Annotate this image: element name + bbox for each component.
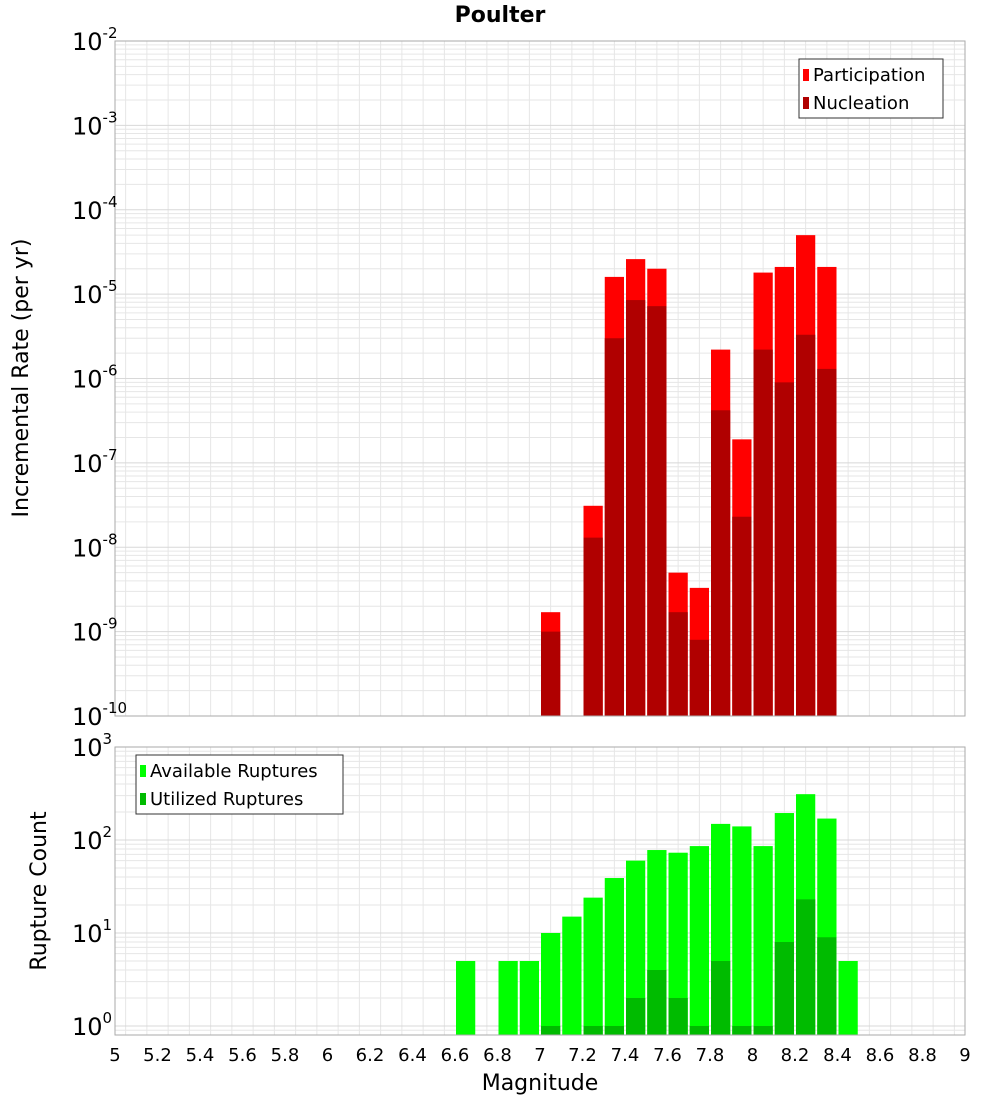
x-tick-label: 5.4	[186, 1045, 215, 1066]
x-tick-label: 5.2	[143, 1045, 172, 1066]
legend-label: Nucleation	[813, 93, 909, 114]
x-axis-ticks: 5 5.2 5.4 5.6 5.8 6 6.2 6.4 6.6 6.8 7 7.2 7.4 7.6 7.8 8…	[109, 1045, 970, 1066]
top-bar-nucleation	[774, 382, 794, 716]
bottom-bar-utilized-ruptures	[796, 899, 816, 1035]
top-bar-nucleation	[711, 410, 731, 716]
y-tick-label: 10-9	[72, 615, 118, 647]
legend-label: Participation	[813, 65, 925, 86]
y-tick-label: 10-10	[72, 699, 127, 731]
y-tick-label: 103	[72, 730, 112, 762]
bottom-bar-utilized-ruptures	[668, 997, 688, 1035]
top-plot-bars	[541, 235, 837, 716]
bottom-bar-utilized-ruptures	[753, 1025, 773, 1035]
bottom-bar-utilized-ruptures	[541, 1025, 561, 1035]
bottom-bar-available-ruptures	[583, 897, 603, 1035]
y-tick-label: 10-2	[72, 24, 118, 56]
y-tick-label: 10-4	[72, 193, 118, 225]
top-bar-nucleation	[541, 631, 561, 716]
y-tick-label: 10-6	[72, 362, 118, 394]
bottom-bar-available-ruptures	[519, 960, 539, 1035]
top-legend: Participation Nucleation	[798, 58, 944, 119]
y-tick-label: 10-5	[72, 277, 118, 309]
legend-label: Available Ruptures	[150, 761, 318, 782]
top-bar-nucleation	[626, 300, 646, 716]
top-plot-grid	[115, 41, 965, 717]
y-tick-label: 10-7	[72, 446, 118, 478]
bottom-bar-utilized-ruptures	[583, 1025, 603, 1035]
bottom-plot-frame	[114, 746, 966, 1036]
top-bar-nucleation	[689, 639, 709, 716]
x-tick-label: 8.2	[781, 1045, 810, 1066]
legend-box	[798, 58, 944, 119]
x-tick-label: 9	[959, 1045, 970, 1066]
bottom-bar-utilized-ruptures	[604, 1025, 624, 1035]
y-tick-label: 101	[72, 916, 112, 948]
bottom-y-axis-label: Rupture Count	[27, 811, 52, 971]
legend-box	[135, 754, 344, 815]
bottom-plot-y-ticks: 100 101 102 103	[72, 730, 112, 1041]
y-tick-label: 102	[72, 823, 112, 855]
legend-swatch	[803, 97, 809, 109]
x-tick-label: 6.8	[483, 1045, 512, 1066]
bottom-bar-available-ruptures	[604, 878, 624, 1035]
x-tick-label: 8	[747, 1045, 758, 1066]
y-tick-label: 10-8	[72, 530, 118, 562]
bottom-bar-utilized-ruptures	[689, 1025, 709, 1035]
x-tick-label: 7.4	[611, 1045, 640, 1066]
top-bar-nucleation	[583, 537, 603, 716]
y-tick-label: 100	[72, 1009, 112, 1041]
x-tick-label: 7	[534, 1045, 545, 1066]
top-bar-nucleation	[604, 338, 624, 716]
top-plot-frame	[114, 40, 966, 717]
bottom-legend: Available Ruptures Utilized Ruptures	[135, 754, 344, 815]
top-bar-nucleation	[647, 306, 667, 716]
bottom-bar-available-ruptures	[498, 960, 518, 1035]
x-tick-label: 5.6	[228, 1045, 257, 1066]
top-plot-y-ticks: 10-10 10-9 10-8 10-7 10-6 10-5 10-4 10-3 10-2	[72, 24, 127, 731]
top-y-axis-label: Incremental Rate (per yr)	[9, 239, 34, 518]
legend-swatch	[803, 69, 809, 81]
bottom-bar-available-ruptures	[541, 932, 561, 1035]
x-tick-label: 6.2	[356, 1045, 385, 1066]
bottom-bar-utilized-ruptures	[711, 960, 731, 1035]
bottom-bar-utilized-ruptures	[774, 942, 794, 1035]
bottom-bar-available-ruptures	[838, 960, 858, 1035]
x-tick-label: 7.6	[653, 1045, 682, 1066]
bottom-bar-available-ruptures	[562, 916, 582, 1035]
x-axis-label: Magnitude	[482, 1071, 599, 1096]
x-tick-label: 7.2	[568, 1045, 597, 1066]
bottom-bar-utilized-ruptures	[626, 997, 646, 1035]
legend-swatch	[140, 793, 146, 805]
top-bar-nucleation	[732, 516, 752, 716]
bottom-plot-bars	[456, 794, 858, 1035]
x-tick-label: 6	[322, 1045, 333, 1066]
bottom-bar-available-ruptures	[689, 846, 709, 1035]
bottom-bar-available-ruptures	[753, 846, 773, 1035]
bottom-bar-available-ruptures	[626, 860, 646, 1035]
x-tick-label: 6.6	[441, 1045, 470, 1066]
bottom-bar-available-ruptures	[668, 852, 688, 1035]
chart-title: Poulter	[455, 3, 546, 28]
top-bar-nucleation	[817, 368, 837, 716]
x-tick-label: 8.6	[866, 1045, 895, 1066]
legend-swatch	[140, 765, 146, 777]
bottom-bar-available-ruptures	[732, 826, 752, 1035]
x-tick-label: 7.8	[696, 1045, 725, 1066]
top-bar-nucleation	[796, 334, 816, 716]
bottom-bar-utilized-ruptures	[732, 1025, 752, 1035]
x-tick-label: 8.4	[823, 1045, 852, 1066]
y-tick-label: 10-3	[72, 108, 118, 140]
bottom-bar-available-ruptures	[456, 960, 476, 1035]
legend-label: Utilized Ruptures	[150, 789, 303, 810]
x-tick-label: 8.8	[908, 1045, 937, 1066]
bottom-bar-utilized-ruptures	[817, 937, 837, 1035]
x-tick-label: 6.4	[398, 1045, 427, 1066]
top-bar-nucleation	[753, 349, 773, 716]
x-tick-label: 5.8	[271, 1045, 300, 1066]
top-bar-nucleation	[668, 612, 688, 716]
bottom-bar-utilized-ruptures	[647, 969, 667, 1035]
x-tick-label: 5	[109, 1045, 120, 1066]
